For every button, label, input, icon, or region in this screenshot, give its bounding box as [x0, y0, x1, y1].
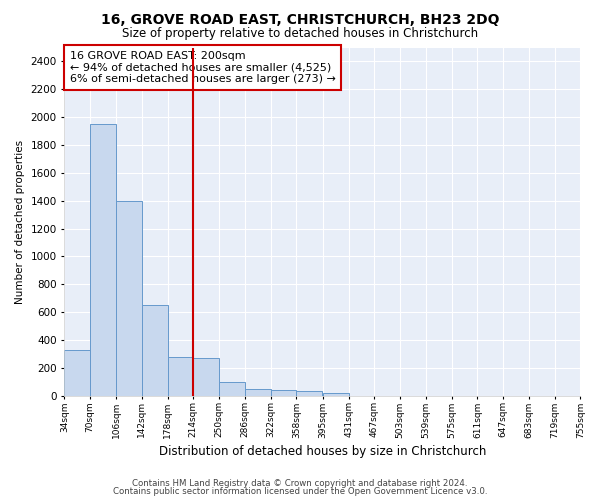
Text: Size of property relative to detached houses in Christchurch: Size of property relative to detached ho…: [122, 28, 478, 40]
Text: 16, GROVE ROAD EAST, CHRISTCHURCH, BH23 2DQ: 16, GROVE ROAD EAST, CHRISTCHURCH, BH23 …: [101, 12, 499, 26]
Bar: [116, 200, 142, 396]
Bar: [167, 356, 193, 396]
Bar: [245, 390, 271, 396]
Bar: [142, 305, 167, 396]
Bar: [323, 392, 349, 396]
Bar: [271, 390, 296, 396]
Bar: [64, 350, 90, 396]
Y-axis label: Number of detached properties: Number of detached properties: [15, 140, 25, 304]
Text: 16 GROVE ROAD EAST: 200sqm
← 94% of detached houses are smaller (4,525)
6% of se: 16 GROVE ROAD EAST: 200sqm ← 94% of deta…: [70, 51, 335, 84]
Text: Contains public sector information licensed under the Open Government Licence v3: Contains public sector information licen…: [113, 488, 487, 496]
Bar: [296, 391, 322, 396]
Text: Contains HM Land Registry data © Crown copyright and database right 2024.: Contains HM Land Registry data © Crown c…: [132, 478, 468, 488]
Bar: [193, 358, 219, 396]
Bar: [219, 382, 245, 396]
X-axis label: Distribution of detached houses by size in Christchurch: Distribution of detached houses by size …: [159, 444, 486, 458]
Bar: [90, 124, 116, 396]
